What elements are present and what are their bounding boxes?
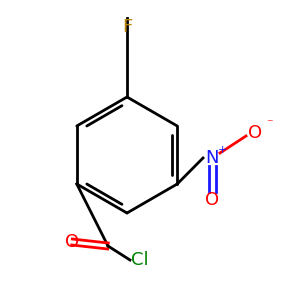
Text: F: F <box>122 18 132 36</box>
Text: O: O <box>65 233 79 251</box>
Text: ⁻: ⁻ <box>266 118 273 130</box>
Text: O: O <box>248 124 262 142</box>
Text: N: N <box>205 149 219 167</box>
Text: Cl: Cl <box>131 251 149 269</box>
Text: O: O <box>205 191 219 209</box>
Text: +: + <box>217 145 227 155</box>
